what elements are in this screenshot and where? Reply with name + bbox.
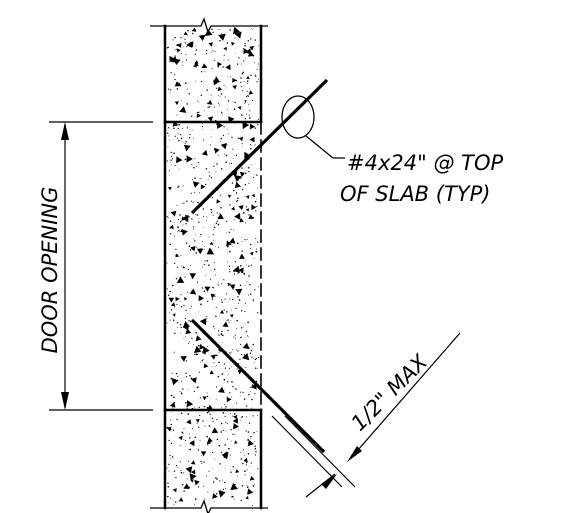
clearance-extension-2 — [284, 415, 356, 488]
callout-text-line-1: #4x24" @ TOP — [347, 151, 503, 175]
door-opening-label: DOOR OPENING — [38, 187, 62, 354]
callout-leader — [281, 95, 345, 159]
door-opening-dimension — [49, 121, 153, 411]
clearance-dim-line-upper — [350, 332, 461, 459]
callout-text-line-2: OF SLAB (TYP) — [340, 182, 490, 206]
dowel-bar-bottom — [190, 318, 326, 454]
clearance-arrow-upper — [347, 446, 362, 462]
clearance-extension-1 — [271, 415, 343, 488]
break-line-top — [150, 17, 268, 34]
concrete-stipple-texture — [166, 26, 260, 507]
dowel-bar-top — [190, 78, 329, 215]
dowel-bars — [190, 78, 329, 454]
clearance-arrow-lower — [321, 474, 337, 489]
dim-arrow-bottom — [61, 392, 69, 410]
break-lines — [150, 17, 268, 513]
clearance-dimension — [271, 332, 461, 498]
callout-leader-line — [305, 135, 345, 159]
dim-arrow-top — [61, 122, 69, 140]
callout-ellipse — [281, 95, 315, 139]
slab-outline — [163, 24, 263, 510]
break-line-bottom — [150, 499, 268, 513]
clearance-label: 1/2" MAX — [347, 350, 433, 436]
clearance-dim-line-lower — [305, 473, 336, 498]
